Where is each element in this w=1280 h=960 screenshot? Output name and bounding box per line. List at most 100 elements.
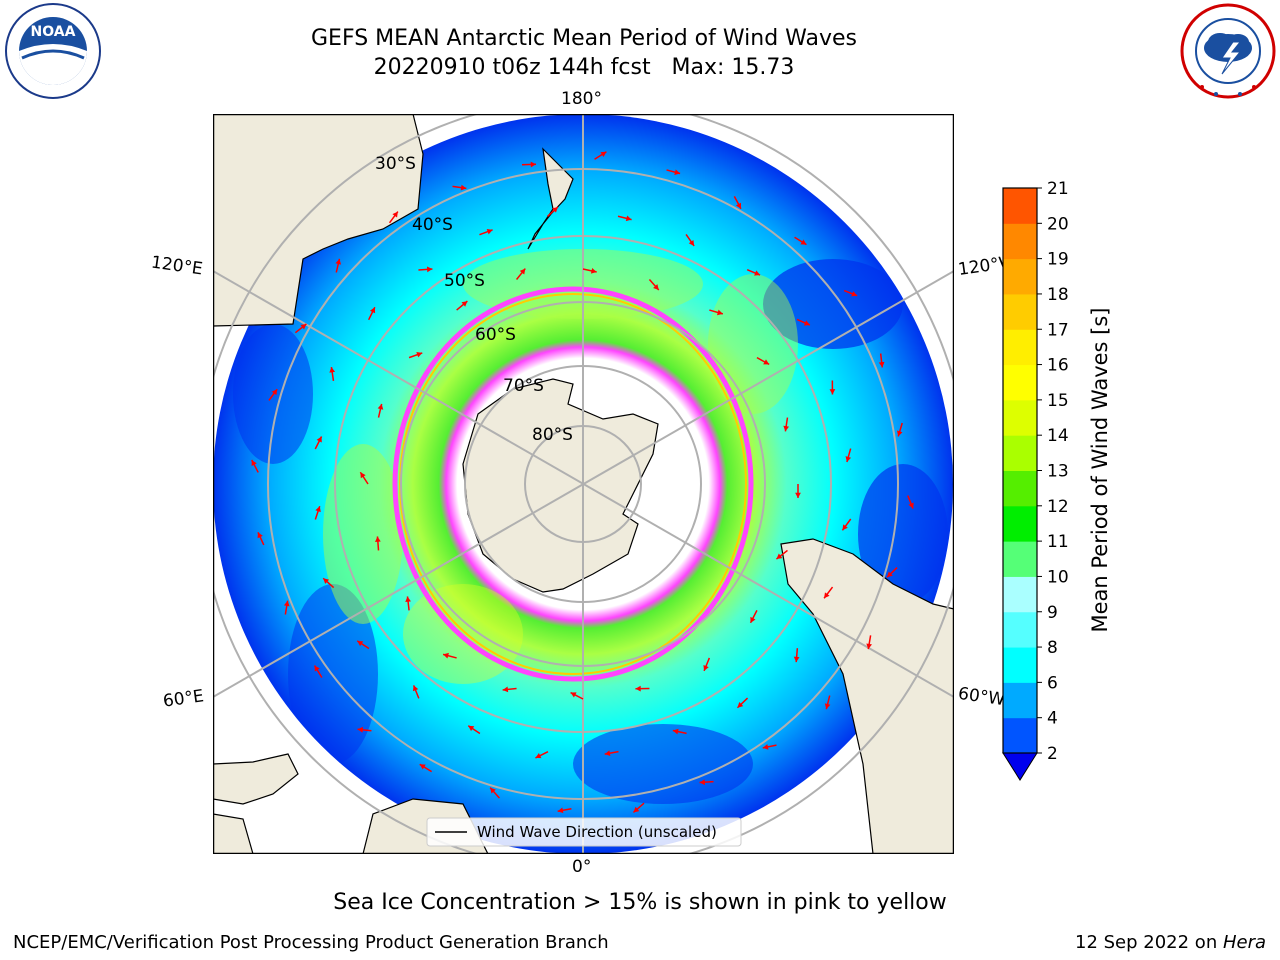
wind-wave-arrow (479, 228, 493, 236)
colorbar-band (1003, 470, 1037, 507)
map-legend: Wind Wave Direction (unscaled) (426, 817, 742, 847)
colorbar-band (1003, 188, 1037, 224)
colorbar-tick-label: 14 (1047, 426, 1069, 446)
wind-wave-arrow (775, 549, 788, 560)
lat-label-70s: 70°S (503, 376, 544, 396)
wind-wave-arrow (313, 665, 323, 678)
wind-wave-arrow (408, 351, 423, 359)
colorbar-band (1003, 505, 1037, 542)
wind-wave-arrow (756, 356, 770, 366)
colorbar-tick-label: 13 (1047, 462, 1069, 482)
colorbar-band (1003, 611, 1037, 648)
south-america-land (780, 538, 954, 854)
colorbar-band (1003, 399, 1037, 436)
wind-wave-arrow (886, 567, 898, 578)
wind-wave-arrow (456, 300, 468, 311)
colorbar-tick-label: 19 (1047, 250, 1069, 270)
wind-wave-arrow (749, 610, 758, 624)
colorbar-band (1003, 223, 1037, 260)
wind-wave-arrow (377, 403, 384, 418)
lon-label-120e: 120°E (149, 252, 204, 280)
wind-wave-arrow (795, 484, 801, 498)
noaa-logo-text: NOAA (31, 24, 76, 40)
colorbar-extend (1002, 752, 1038, 781)
colorbar-tick-label: 17 (1047, 320, 1069, 340)
colorbar-tick-label: 8 (1047, 638, 1058, 658)
wind-wave-arrow (535, 751, 549, 759)
wind-wave-arrow (335, 258, 342, 273)
wind-wave-arrow (314, 436, 323, 450)
colorbar-tick-label: 11 (1047, 532, 1069, 552)
wind-wave-arrow (557, 807, 572, 814)
colorbar-tick-label: 2 (1047, 744, 1058, 764)
wind-wave-arrow (783, 417, 790, 432)
wind-wave-arrow (829, 380, 836, 395)
madagascar-land (213, 753, 299, 805)
australia-land (213, 114, 424, 327)
lat-label-30s: 30°S (375, 154, 416, 174)
credit-text: NCEP/EMC/Verification Post Processing Pr… (13, 932, 609, 953)
wind-wave-arrow (467, 725, 481, 735)
lat-label-40s: 40°S (412, 215, 453, 235)
colorbar-tick-label: 16 (1047, 356, 1069, 376)
noaa-logo: NOAA (5, 3, 101, 99)
wind-wave-arrow (733, 196, 742, 210)
wind-wave-arrow (521, 161, 537, 168)
wind-wave-arrow (251, 459, 259, 473)
wind-wave-arrow (359, 471, 369, 485)
colorbar-tick-label: 18 (1047, 285, 1069, 305)
legend-label: Wind Wave Direction (unscaled) (477, 823, 717, 841)
wind-wave-arrow (699, 779, 714, 786)
wind-wave-arrow (617, 215, 632, 222)
wind-wave-arrow (841, 518, 852, 531)
colorbar: 2 4 6 8 9 10 11 12 13 14 15 16 17 18 19 20 21 Mean Perio… (1002, 180, 1112, 781)
colorbar-band (1003, 329, 1037, 366)
wind-wave-arrows (251, 151, 914, 814)
wind-wave-arrow (594, 151, 607, 160)
colorbar-band (1003, 258, 1037, 295)
wind-wave-arrow (314, 505, 321, 520)
colorbar-band (1003, 682, 1037, 719)
wind-wave-arrow (452, 184, 467, 191)
colorbar-tick-label: 12 (1047, 497, 1069, 517)
colorbar-band (1003, 364, 1037, 401)
wind-wave-arrow (824, 695, 831, 710)
sea-ice-edge (392, 286, 754, 682)
wind-wave-arrow (412, 685, 420, 699)
colorbar-tick-label: 15 (1047, 391, 1069, 411)
wind-wave-arrow (257, 531, 265, 546)
colorbar-band (1003, 541, 1037, 577)
wind-wave-arrow (322, 577, 335, 589)
wind-wave-arrow (709, 309, 724, 316)
wind-wave-arrow (907, 495, 914, 509)
wind-wave-arrow (672, 728, 687, 735)
wind-wave-arrow (329, 366, 336, 382)
chart-title: GEFS MEAN Antarctic Mean Period of Wind … (311, 26, 857, 51)
colorbar-tick-label: 6 (1047, 673, 1058, 693)
wind-wave-arrow (796, 318, 811, 326)
wind-wave-arrow (632, 802, 645, 813)
wind-wave-arrow (736, 697, 749, 709)
colorbar-tick-label: 9 (1047, 603, 1058, 623)
colorbar-band (1003, 293, 1037, 330)
wind-wave-arrow (418, 266, 433, 273)
colorbar-band (1003, 435, 1037, 471)
map-border (213, 114, 954, 854)
wind-wave-arrow (357, 726, 372, 733)
wind-wave-arrow (793, 648, 800, 663)
wind-wave-arrow (762, 744, 777, 750)
lon-label-60e: 60°E (161, 686, 206, 712)
wind-wave-arrow (294, 323, 307, 334)
wind-wave-arrow (823, 586, 834, 599)
wind-wave-arrow (878, 353, 885, 368)
colorbar-label: Mean Period of Wind Waves [s] (1088, 308, 1112, 633)
wind-wave-arrow (405, 596, 411, 611)
lat-label-80s: 80°S (532, 425, 573, 445)
new-zealand-land (527, 147, 574, 250)
colorbar-tick-label: 20 (1047, 214, 1069, 234)
date-text: 12 Sep 2022 on (1075, 932, 1223, 953)
wind-wave-arrow (666, 169, 681, 175)
wind-wave-arrow (703, 657, 711, 672)
lon-label-0: 0° (572, 857, 592, 877)
lon-label-180: 180° (561, 89, 602, 109)
